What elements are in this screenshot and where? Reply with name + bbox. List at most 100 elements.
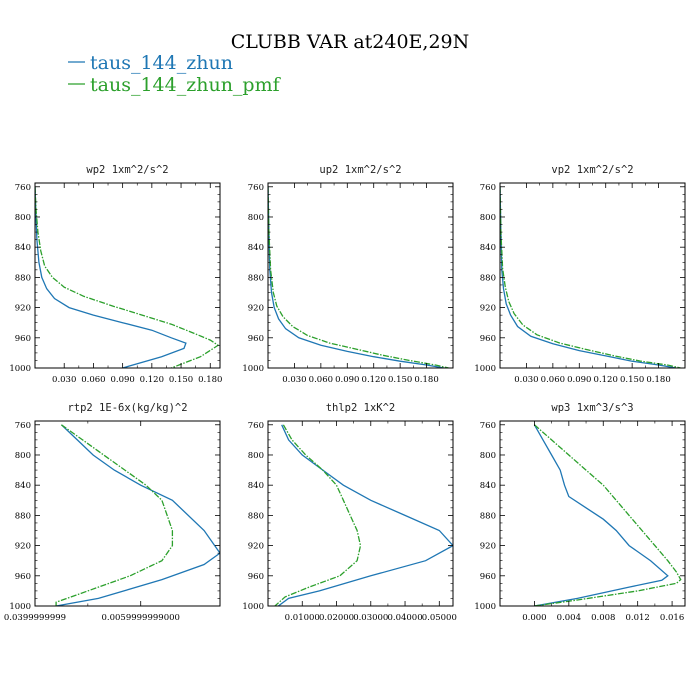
x-tick-label: 0.090 [335,375,359,385]
series-line-zhun-pmf [55,424,174,606]
panel-5: thlp2 1xK^2 760 800 840 880 920 960 1000 0.01000… [242,402,457,623]
panel-3: vp2 1xm^2/s^2 760 800 840 880 920 960 1000 0.030… [474,164,686,385]
x-tick-label: 0.01000 [285,613,320,623]
series-line-zhun [277,424,453,606]
series-line-zhun-pmf [274,424,362,606]
x-tick-label: 0.150 [620,375,644,385]
x-tick-label: 0.180 [198,375,222,385]
y-tick-label: 840 [15,243,31,253]
x-tick-label: 0.02000 [319,613,354,623]
y-tick-label: 800 [248,213,264,223]
series-line-zhun [35,186,187,368]
y-tick-label: 880 [15,511,31,521]
x-tick-label: 0.000 [522,613,546,623]
y-tick-label: 800 [480,451,496,461]
legend: taus_144_zhun taus_144_zhun_pmf [68,52,282,96]
series-line-zhun-pmf [268,186,449,368]
x-tick-label: 0.004 [557,613,581,623]
y-tick-label: 920 [15,304,31,314]
panel-4: rtp2 1E-6x(kg/kg)^2 760 800 840 880 920 960 100… [4,402,221,623]
panel-frame [34,420,221,607]
y-tick-label: 880 [480,511,496,521]
series-line-zhun [268,186,445,368]
panel-frame [267,420,454,607]
panel-frame [499,420,686,607]
legend-label-zhun: taus_144_zhun [90,52,233,74]
panel-6: wp3 1xm^3/s^3 760 800 840 880 920 960 1000 0.000… [474,402,686,623]
panel-grid: wp2 1xm^2/s^2 760 800 840 880 920 960 1000 0.030… [4,164,686,623]
y-tick-label: 960 [480,572,496,582]
y-tick-label: 800 [15,213,31,223]
y-tick-label: 960 [248,572,264,582]
x-tick-label: 0.030 [514,375,538,385]
y-tick-label: 920 [480,304,496,314]
x-tick-label: 0.120 [362,375,386,385]
x-tick-label: 0.016 [660,613,684,623]
x-tick-label: 0.090 [567,375,591,385]
panel-title: rtp2 1E-6x(kg/kg)^2 [67,402,187,414]
x-tick-label: 0.060 [309,375,333,385]
x-tick-label: 0.150 [388,375,412,385]
x-tick-label: 0.090 [110,375,134,385]
x-tick-label: 0.150 [169,375,193,385]
y-tick-label: 800 [480,213,496,223]
y-tick-label: 840 [15,481,31,491]
y-tick-label: 960 [15,572,31,582]
panel-title: wp2 1xm^2/s^2 [86,164,168,176]
panel-title: thlp2 1xK^2 [326,402,396,414]
series-line-zhun [500,186,677,368]
x-tick-label: 0.05000 [422,613,457,623]
series-line-zhun [55,424,220,606]
x-tick-label: 0.180 [414,375,438,385]
series-line-zhun-pmf [533,424,682,606]
panel-1: wp2 1xm^2/s^2 760 800 840 880 920 960 1000 0.030… [9,164,222,385]
x-tick-label: 0.120 [140,375,164,385]
y-tick-label: 800 [15,451,31,461]
y-tick-label: 920 [15,542,31,552]
y-tick-label: 1000 [9,364,31,374]
y-tick-label: 1000 [9,602,31,612]
x-tick-label: 0.030 [52,375,76,385]
x-tick-label: 0.120 [594,375,618,385]
x-tick-label: 0.060 [541,375,565,385]
figure-title: CLUBB VAR at240E,29N [231,31,470,53]
x-tick-label: 0.0059999999000 [102,613,180,623]
y-tick-label: 880 [248,511,264,521]
y-tick-label: 760 [480,421,496,431]
y-tick-label: 920 [248,542,264,552]
x-tick-label: 0.060 [81,375,105,385]
y-tick-label: 960 [480,334,496,344]
x-tick-label: 0.012 [626,613,650,623]
x-tick-label: 0.008 [591,613,615,623]
panel-title: vp2 1xm^2/s^2 [551,164,633,176]
y-tick-label: 760 [480,183,496,193]
y-tick-label: 840 [248,481,264,491]
y-tick-label: 960 [15,334,31,344]
legend-label-zhun-pmf: taus_144_zhun_pmf [90,74,282,96]
panel-title: wp3 1xm^3/s^3 [551,402,633,414]
y-tick-label: 920 [480,542,496,552]
y-tick-label: 840 [248,243,264,253]
panel-title: up2 1xm^2/s^2 [319,164,401,176]
x-tick-label: 0.180 [646,375,670,385]
y-tick-label: 1000 [242,602,264,612]
x-tick-label: 0.04000 [387,613,422,623]
panel-frame [34,182,221,369]
y-tick-label: 1000 [474,602,496,612]
series-line-zhun-pmf [500,186,681,368]
y-tick-label: 760 [15,183,31,193]
y-tick-label: 800 [248,451,264,461]
y-tick-label: 1000 [474,364,496,374]
panel-2: up2 1xm^2/s^2 760 800 840 880 920 960 1000 0.030… [242,164,454,385]
y-tick-label: 1000 [242,364,264,374]
x-tick-label: 0.030 [282,375,306,385]
series-line-zhun [533,424,669,606]
y-tick-label: 840 [480,481,496,491]
y-tick-label: 880 [480,273,496,283]
y-tick-label: 840 [480,243,496,253]
y-tick-label: 880 [248,273,264,283]
y-tick-label: 960 [248,334,264,344]
y-tick-label: 880 [15,273,31,283]
